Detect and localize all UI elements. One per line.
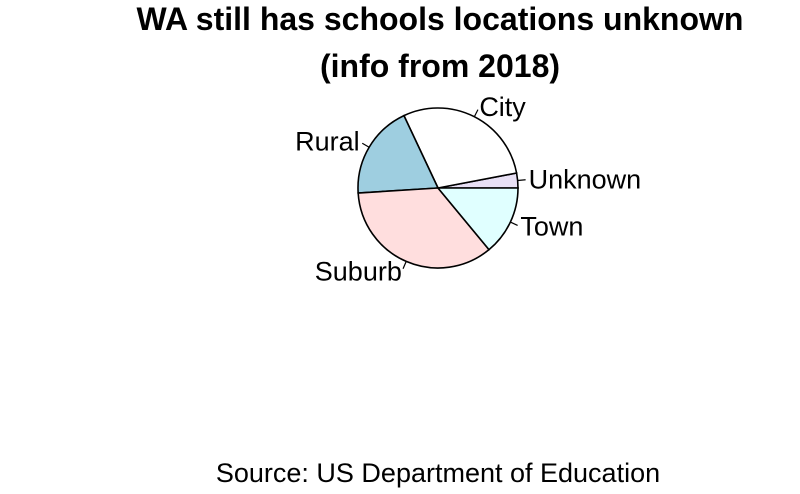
pie-slice-suburb	[357, 187, 491, 269]
pie-slices	[357, 107, 519, 269]
pie-label-unknown: Unknown	[529, 164, 642, 194]
pie-slice-rural	[357, 114, 440, 194]
chart-title-line-1: WA still has schools locations unknown	[137, 1, 744, 37]
pie-leader-town	[510, 221, 518, 227]
pie-label-town: Town	[520, 212, 583, 242]
pie-label-city: City	[479, 92, 526, 122]
pie-slice-city	[402, 107, 518, 189]
pie-label-suburb: Suburb	[315, 257, 402, 287]
pie-leader-suburb	[402, 261, 407, 270]
chart-title-line-2: (info from 2018)	[320, 48, 560, 84]
source-caption: Source: US Department of Education	[216, 458, 660, 488]
pie-leader-unknown	[517, 179, 526, 182]
pie-labels: Unknown City Rural Suburb Town	[295, 92, 641, 287]
pie-label-rural: Rural	[295, 127, 360, 157]
pie-leader-city	[473, 109, 479, 117]
pie-leader-rural	[361, 142, 370, 148]
